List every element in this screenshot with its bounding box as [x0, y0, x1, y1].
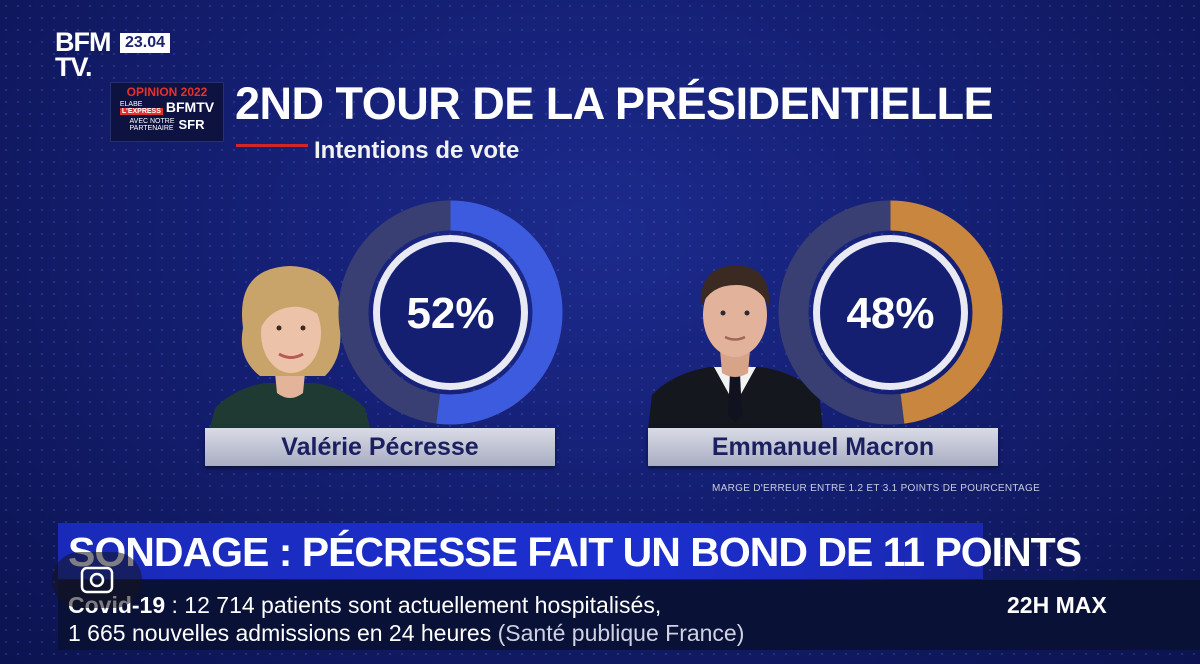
pecresse-name-plate: Valérie Pécresse	[205, 428, 555, 466]
partner-line-1: AVEC NOTRE	[129, 117, 175, 125]
ticker-line-1-text: : 12 714 patients sont actuellement hosp…	[165, 592, 662, 618]
ticker-headline: SONDAGE : PÉCRESSE FAIT UN BOND DE 11 PO…	[68, 529, 1082, 575]
ticker-line-2-text: 1 665 nouvelles admissions en 24 heures	[68, 620, 492, 646]
poll-title: 2ND TOUR DE LA PRÉSIDENTIELLE	[235, 78, 994, 129]
macron-portrait	[648, 265, 823, 430]
ticker-line-2: 1 665 nouvelles admissions en 24 heures …	[68, 620, 744, 647]
ticker-band	[58, 580, 1200, 650]
pecresse-portrait	[210, 266, 370, 428]
partner-line-2: PARTENAIRE	[129, 124, 174, 132]
pecresse-donut: 52%	[338, 200, 563, 425]
elabe-label: ELABE	[119, 100, 143, 108]
bfmtv-label: BFMTV	[165, 99, 215, 115]
macron-donut-arc	[778, 200, 1003, 425]
title-accent-line	[236, 144, 308, 147]
macron-donut: 48%	[778, 200, 1003, 425]
pecresse-percent: 52%	[406, 289, 494, 338]
macron-donut-inner-ring	[813, 235, 968, 390]
photo-overlay-icon[interactable]	[52, 552, 142, 608]
logo-line-1: BFM	[55, 27, 111, 57]
clock: 23.04	[120, 33, 171, 53]
express-label: L'EXPRESS	[119, 107, 163, 115]
macron-name-plate: Emmanuel Macron	[648, 428, 998, 466]
poll-subtitle: Intentions de vote	[314, 137, 520, 164]
opinion-title: OPINION 2022	[126, 85, 208, 99]
margin-of-error-note: MARGE D'ERREUR ENTRE 1.2 ET 3.1 POINTS D…	[712, 483, 1041, 494]
opinion-2022-badge: OPINION 2022 ELABE L'EXPRESS BFMTV AVEC …	[110, 82, 224, 142]
headline-band	[58, 523, 983, 579]
logo-line-2: TV.	[55, 52, 93, 82]
sfr-label: SFR	[178, 117, 205, 132]
pecresse-donut-arc	[338, 200, 563, 425]
bfmtv-logo: BFM TV.	[55, 27, 111, 82]
ticker-line-1: Covid-19 : 12 714 patients sont actuelle…	[68, 592, 661, 619]
ticker-source: (Santé publique France)	[491, 620, 745, 646]
program-tag: 22H MAX	[1007, 592, 1107, 618]
macron-percent: 48%	[846, 289, 934, 338]
pecresse-donut-inner-ring	[373, 235, 528, 390]
